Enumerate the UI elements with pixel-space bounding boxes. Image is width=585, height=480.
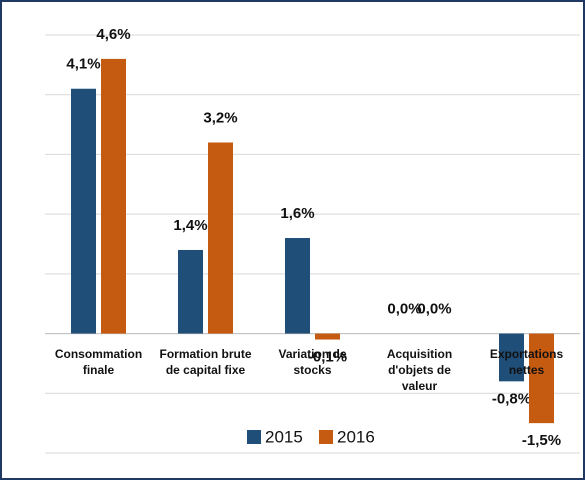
bar — [208, 142, 233, 334]
legend-label: 2016 — [337, 427, 375, 446]
value-label: -0,1% — [308, 349, 347, 366]
value-label: 1,6% — [280, 205, 314, 222]
bar — [71, 88, 96, 334]
x-tick-label: Variation de stocks — [278, 346, 347, 377]
x-tick-label: Formation brute de capital fixe — [159, 346, 252, 377]
value-label: 0,0% — [417, 301, 451, 318]
value-label: 4,1% — [66, 56, 100, 73]
value-label: 3,2% — [203, 109, 237, 126]
legend-swatch — [319, 430, 333, 444]
x-tick-label: Acquisition d'objets de valeur — [386, 346, 453, 393]
bar — [285, 238, 310, 334]
value-label: -0,8% — [492, 390, 531, 407]
value-label: 0,0% — [387, 301, 421, 318]
value-label: 4,6% — [96, 26, 130, 43]
x-tick-label: Exportations nettes — [489, 346, 564, 377]
value-label: -1,5% — [522, 432, 561, 449]
bar — [315, 333, 340, 340]
bar — [178, 249, 203, 334]
value-label: 1,4% — [173, 217, 207, 234]
x-tick-label: Consommation finale — [54, 346, 143, 377]
legend-label: 2015 — [265, 427, 303, 446]
bar — [499, 333, 524, 382]
legend-swatch — [247, 430, 261, 444]
bar — [101, 58, 126, 334]
bar — [529, 333, 554, 424]
